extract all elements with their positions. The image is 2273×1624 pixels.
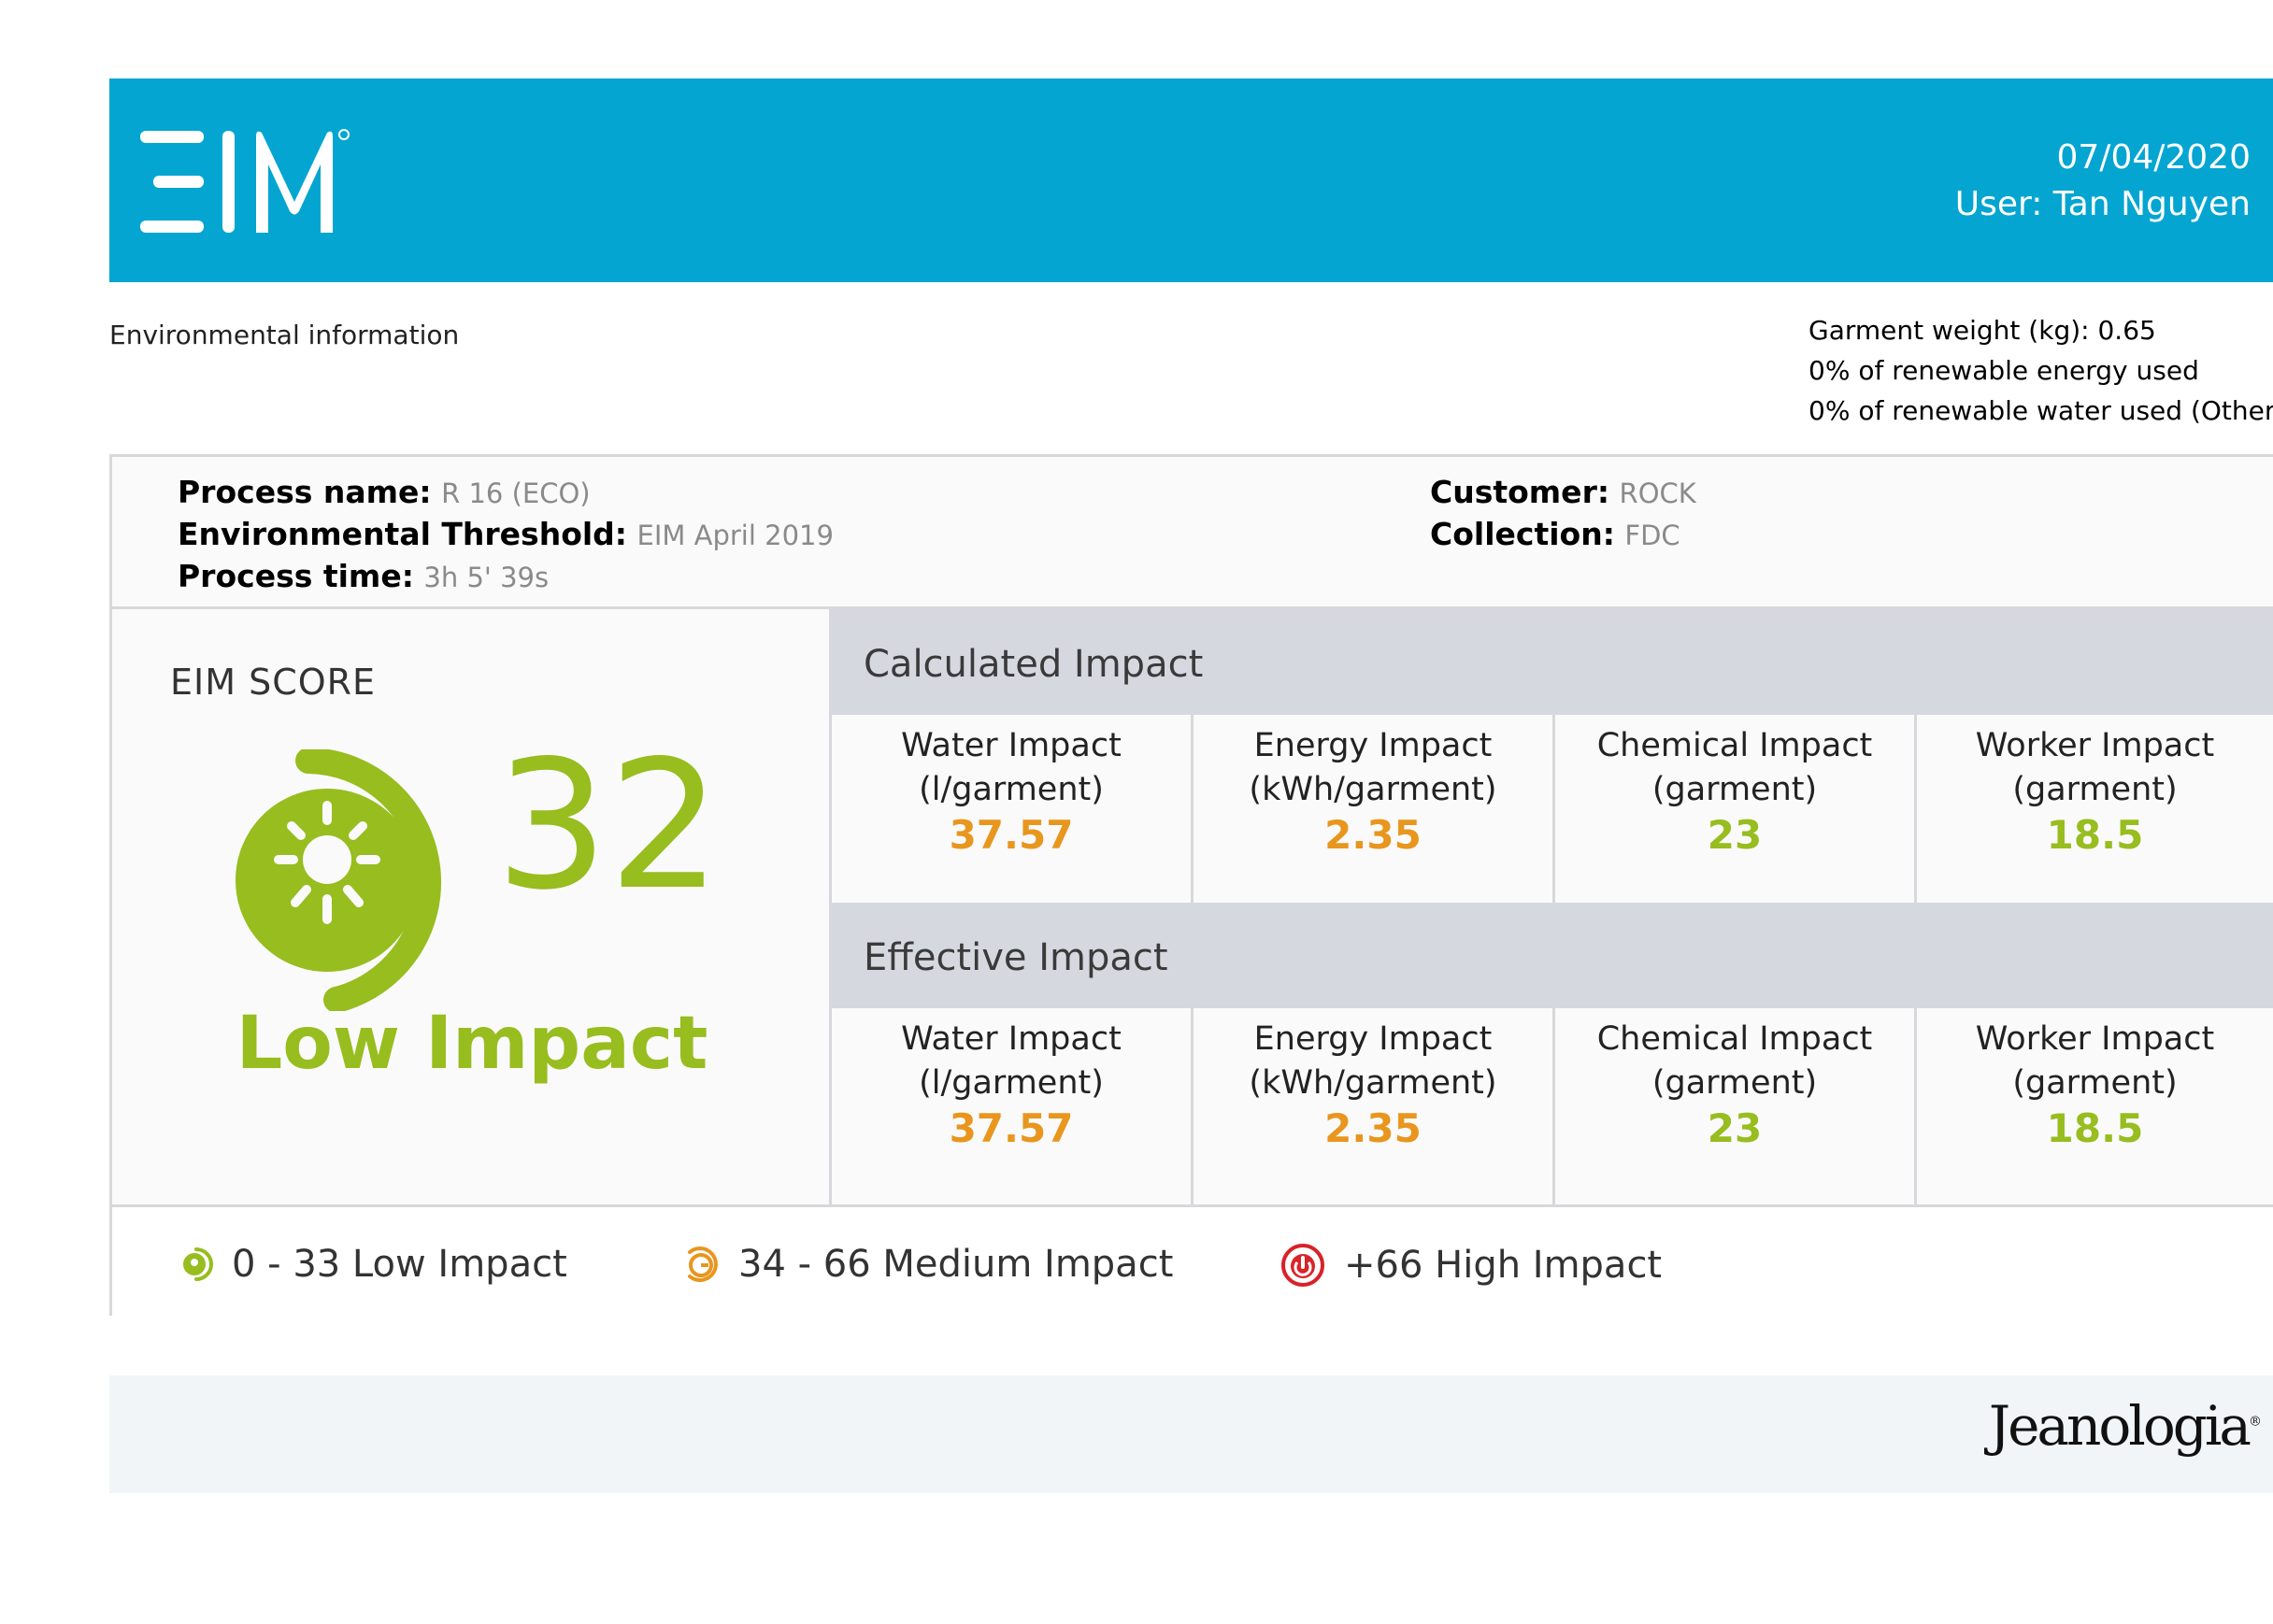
report-user: User: Tan Nguyen xyxy=(1954,185,2251,223)
low-impact-gauge-icon xyxy=(236,749,442,1011)
eff-chemical-value: 23 xyxy=(1707,1105,1763,1151)
customer-details: Customer: ROCK Collection: FDC xyxy=(1430,472,1696,556)
threshold-label: Environmental Threshold: xyxy=(178,516,627,552)
impact-area: Calculated Impact Water Impact (l/garmen… xyxy=(832,609,2273,1204)
high-impact-icon xyxy=(1281,1244,1324,1287)
calc-chemical-value: 23 xyxy=(1707,812,1763,858)
garment-weight: Garment weight (kg): 0.65 xyxy=(1808,315,2156,346)
effective-impact-title: Effective Impact xyxy=(832,903,2273,1008)
legend-medium-label: 34 - 66 Medium Impact xyxy=(738,1243,1174,1286)
report-date: 07/04/2020 xyxy=(2056,138,2252,177)
eim-logo xyxy=(140,129,350,233)
impact-legend: 0 - 33 Low Impact 34 - 66 Medium Impact … xyxy=(112,1204,2273,1316)
process-name-label: Process name: xyxy=(178,474,432,510)
collection-label: Collection: xyxy=(1430,516,1615,552)
effective-impact-cells: Water Impact (l/garment) 37.57 Energy Im… xyxy=(832,1008,2273,1204)
calc-chemical-impact: Chemical Impact (garment) 23 xyxy=(1555,715,1917,903)
footer-bar: Jeanologia® xyxy=(109,1375,2273,1493)
legend-low-label: 0 - 33 Low Impact xyxy=(232,1243,567,1286)
process-time-value: 3h 5' 39s xyxy=(423,562,550,593)
eim-score-area: EIM SCORE 32 Low Impact xyxy=(112,609,832,1204)
eim-score-label: Low Impact xyxy=(236,1002,708,1086)
eff-water-impact: Water Impact (l/garment) 37.57 xyxy=(832,1008,1194,1204)
collection-value: FDC xyxy=(1624,520,1680,551)
calc-water-impact: Water Impact (l/garment) 37.57 xyxy=(832,715,1194,903)
legend-low: 0 - 33 Low Impact xyxy=(178,1243,567,1286)
eff-worker-value: 18.5 xyxy=(2046,1105,2144,1151)
calculated-impact-title: Calculated Impact xyxy=(832,609,2273,715)
header-meta: 07/04/2020 User: Tan Nguyen xyxy=(1955,135,2251,228)
renewable-water: 0% of renewable water used (Others) xyxy=(1808,395,2273,426)
legend-high-label: +66 High Impact xyxy=(1344,1244,1663,1287)
eim-score-title: EIM SCORE xyxy=(170,662,377,703)
calc-energy-impact: Energy Impact (kWh/garment) 2.35 xyxy=(1194,715,1555,903)
calc-worker-value: 18.5 xyxy=(2046,812,2144,858)
garment-info: Garment weight (kg): 0.65 0% of renewabl… xyxy=(1808,310,2273,431)
legend-high: +66 High Impact xyxy=(1280,1243,1662,1288)
eim-score-value: 32 xyxy=(495,722,722,929)
process-name-value: R 16 (ECO) xyxy=(441,477,591,509)
calc-water-value: 37.57 xyxy=(949,812,1074,858)
process-info: Process name: R 16 (ECO) Environmental T… xyxy=(112,457,2273,609)
jeanologia-logo: Jeanologia® xyxy=(1988,1394,2262,1458)
medium-impact-icon xyxy=(688,1246,718,1282)
report-panel: Process name: R 16 (ECO) Environmental T… xyxy=(109,454,2273,1316)
customer-value: ROCK xyxy=(1619,477,1696,509)
environmental-info-label: Environmental information xyxy=(109,320,460,350)
calc-worker-impact: Worker Impact (garment) 18.5 xyxy=(1917,715,2273,903)
header-bar: 07/04/2020 User: Tan Nguyen xyxy=(109,78,2273,282)
renewable-energy: 0% of renewable energy used xyxy=(1808,355,2199,386)
threshold-value: EIM April 2019 xyxy=(636,520,834,551)
calc-energy-value: 2.35 xyxy=(1324,812,1422,858)
calculated-impact-cells: Water Impact (l/garment) 37.57 Energy Im… xyxy=(832,715,2273,903)
process-details: Process name: R 16 (ECO) Environmental T… xyxy=(178,472,834,598)
low-impact-icon xyxy=(183,1247,213,1281)
eff-energy-value: 2.35 xyxy=(1324,1105,1422,1151)
eff-worker-impact: Worker Impact (garment) 18.5 xyxy=(1917,1008,2273,1204)
process-time-label: Process time: xyxy=(178,558,414,594)
customer-label: Customer: xyxy=(1430,474,1610,510)
eff-water-value: 37.57 xyxy=(949,1105,1074,1151)
eff-chemical-impact: Chemical Impact (garment) 23 xyxy=(1555,1008,1917,1204)
eff-energy-impact: Energy Impact (kWh/garment) 2.35 xyxy=(1194,1008,1555,1204)
legend-medium: 34 - 66 Medium Impact xyxy=(682,1243,1173,1286)
